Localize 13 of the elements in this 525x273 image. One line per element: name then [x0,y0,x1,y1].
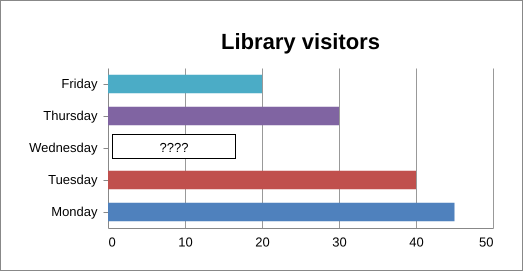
x-tick-label: 40 [409,234,424,250]
y-tick-label: Thursday [43,108,98,123]
x-tick-label: 50 [479,234,494,250]
y-tick-label: Tuesday [48,172,98,187]
x-tick-label: 20 [255,234,270,250]
x-tick-label: 0 [108,234,116,250]
y-tick-label: Monday [51,204,98,219]
y-tick-label: Friday [61,76,98,91]
chart-title: Library visitors [221,29,380,54]
x-tick-label: 10 [178,234,193,250]
y-tick-label: Wednesday [29,140,98,155]
x-tick-label: 30 [332,234,347,250]
text-box: ???? [112,134,236,159]
